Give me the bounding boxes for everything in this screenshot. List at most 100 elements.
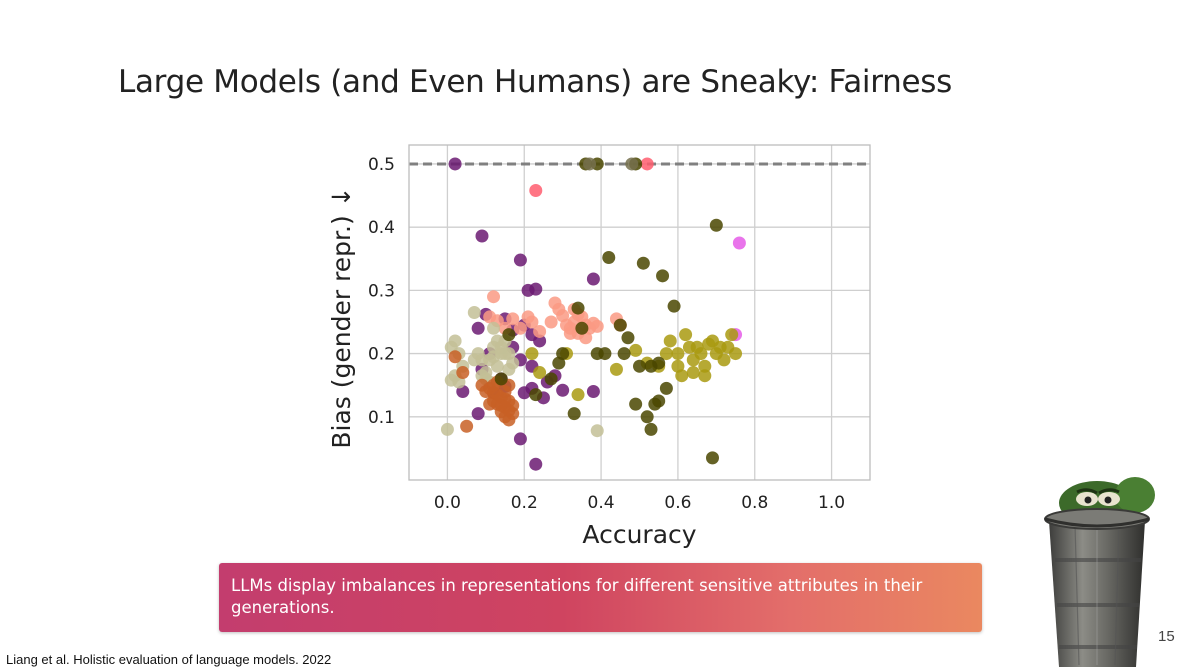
data-point-s7-29	[590, 347, 604, 361]
data-point-s7-10	[613, 318, 627, 332]
data-point-s0-22	[586, 385, 600, 399]
data-point-s4-29	[502, 362, 516, 376]
data-point-s5-0	[448, 350, 462, 364]
data-point-s7-11	[621, 331, 635, 345]
data-point-s4-0	[440, 422, 454, 436]
data-point-s3-5	[525, 315, 539, 329]
page-number: 15	[1158, 628, 1175, 645]
x-tick-label-5: 1.0	[818, 493, 845, 513]
data-point-s6-7	[659, 347, 673, 361]
data-point-s3-6	[533, 324, 547, 338]
data-point-s5-19	[483, 397, 497, 411]
data-point-s1-0	[640, 157, 654, 171]
data-point-s0-0	[448, 157, 462, 171]
data-point-s7-6	[667, 299, 681, 313]
data-point-s5-24	[498, 385, 512, 399]
data-point-s7-8	[571, 301, 585, 315]
data-point-s6-26	[698, 369, 712, 383]
slide-title: Large Models (and Even Humans) are Sneak…	[118, 64, 952, 100]
data-point-s7-31	[652, 394, 666, 408]
y-tick-label-3: 0.4	[368, 218, 395, 238]
data-point-s3-24	[544, 315, 558, 329]
x-tick-label-0: 0.0	[434, 493, 461, 513]
x-tick-label-4: 0.8	[741, 493, 768, 513]
data-point-s5-23	[460, 419, 474, 433]
data-point-s4-8	[467, 306, 481, 319]
y-tick-label-4: 0.5	[368, 155, 395, 175]
data-point-s0-26	[471, 407, 485, 421]
data-point-s6-25	[686, 366, 700, 380]
x-tick-labels: 0.0 0.2 0.4 0.6 0.8 1.0	[434, 493, 845, 513]
data-point-s7-7	[709, 218, 723, 232]
data-point-s8-0	[583, 157, 597, 171]
y-axis-label: Bias (gender repr.) ↓	[327, 186, 356, 448]
data-point-s6-27	[671, 359, 685, 373]
data-point-s3-21	[590, 319, 604, 333]
data-point-s0-2	[513, 253, 527, 267]
data-points	[440, 157, 746, 471]
y-tick-label-0: 0.1	[368, 408, 395, 428]
data-point-s3-3	[506, 312, 520, 326]
data-point-s6-4	[629, 343, 643, 357]
data-point-s6-14	[694, 347, 708, 361]
data-point-s6-23	[729, 347, 743, 361]
x-axis-label: Accuracy	[582, 520, 696, 549]
data-point-s0-1	[475, 229, 489, 243]
data-point-s0-27	[513, 432, 527, 446]
data-point-s5-18	[502, 413, 516, 427]
data-point-s7-24	[556, 347, 570, 361]
data-point-s7-18	[640, 410, 654, 424]
oscar-trash-can-icon	[1044, 477, 1155, 667]
y-tick-labels: 0.1 0.2 0.3 0.4 0.5	[368, 155, 395, 428]
data-point-s7-5	[656, 269, 670, 283]
scatter-chart: 0.0 0.2 0.4 0.6 0.8 1.0 0.1 0.2 0.3 0.4 0.5 Accur…	[327, 144, 871, 549]
data-point-s7-17	[629, 397, 643, 411]
y-tick-label-1: 0.2	[368, 345, 395, 365]
y-tick-label-2: 0.3	[368, 281, 395, 301]
data-point-s0-21	[556, 383, 570, 397]
x-tick-label-3: 0.6	[664, 493, 691, 513]
data-point-s7-16	[659, 381, 673, 395]
callout-box: LLMs display imbalances in representatio…	[219, 563, 982, 632]
data-point-s7-19	[644, 422, 658, 436]
data-point-s2-0	[732, 236, 746, 250]
data-point-s6-3	[609, 362, 623, 376]
data-point-s6-10	[679, 328, 693, 342]
data-point-s4-13	[487, 321, 501, 335]
data-point-s7-15	[652, 356, 666, 370]
data-point-s8-1	[625, 157, 639, 171]
data-point-s7-25	[544, 372, 558, 386]
data-point-s7-3	[602, 251, 616, 265]
data-point-s7-4	[636, 256, 650, 270]
citation: Liang et al. Holistic evaluation of lang…	[6, 652, 332, 667]
data-point-s5-1	[456, 366, 470, 380]
data-point-s4-27	[494, 340, 508, 354]
data-point-s1-1	[529, 184, 543, 198]
data-point-s6-22	[725, 328, 739, 342]
data-point-s6-8	[663, 334, 677, 348]
callout-text: LLMs display imbalances in representatio…	[231, 576, 923, 617]
data-point-s7-27	[494, 372, 508, 386]
data-point-s6-1	[533, 366, 547, 380]
data-point-s6-20	[717, 353, 731, 367]
x-tick-label-2: 0.4	[588, 493, 615, 513]
data-point-s0-5	[586, 272, 600, 286]
data-point-s6-0	[525, 347, 539, 361]
x-tick-label-1: 0.2	[511, 493, 538, 513]
data-point-s7-26	[529, 388, 543, 402]
data-point-s6-2	[571, 388, 585, 402]
data-point-s0-28	[529, 457, 543, 471]
data-point-s7-22	[567, 407, 581, 421]
data-point-s0-25	[517, 386, 531, 400]
data-point-s7-9	[575, 321, 589, 335]
data-point-s7-13	[633, 359, 646, 373]
data-point-s3-26	[513, 321, 527, 335]
data-point-s6-15	[698, 359, 712, 373]
data-point-s4-26	[590, 424, 604, 438]
data-point-s4-28	[487, 350, 501, 364]
data-point-s3-0	[487, 290, 501, 304]
data-point-s6-9	[671, 347, 685, 361]
data-point-s7-21	[705, 451, 719, 465]
data-point-s0-12	[533, 334, 547, 348]
plot-frame	[408, 144, 871, 481]
